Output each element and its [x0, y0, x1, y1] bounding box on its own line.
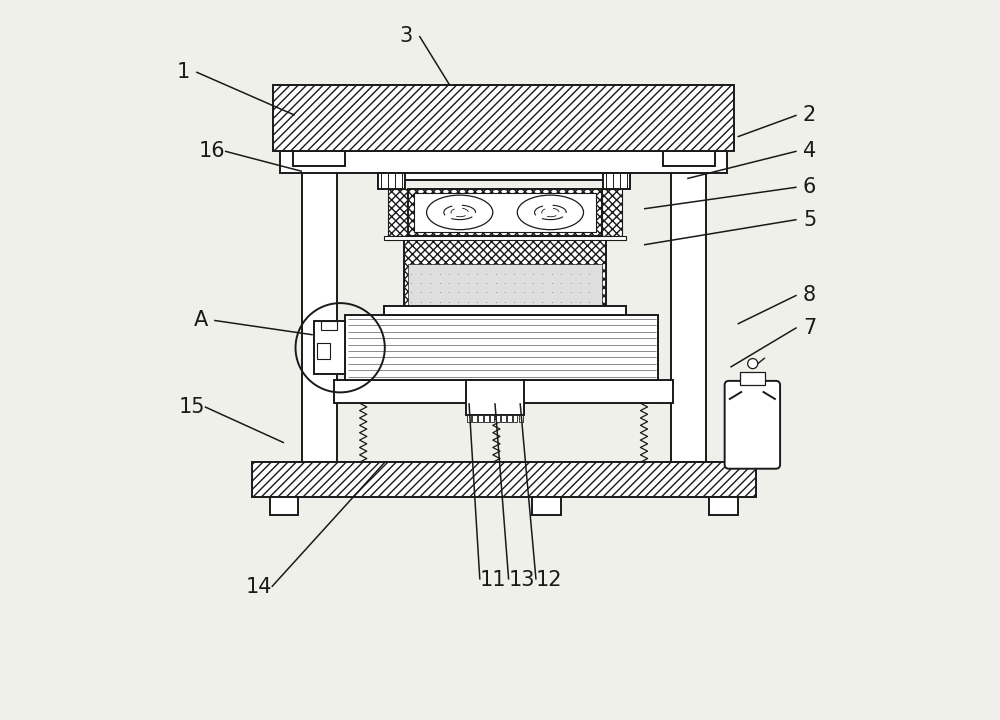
- Bar: [740, 372, 765, 385]
- Text: 7: 7: [803, 318, 816, 338]
- FancyBboxPatch shape: [725, 381, 780, 469]
- Text: 16: 16: [199, 141, 225, 161]
- Bar: [317, 343, 330, 359]
- Bar: [414, 193, 596, 232]
- Bar: [388, 189, 408, 236]
- Bar: [663, 462, 715, 475]
- Bar: [384, 236, 626, 240]
- Bar: [408, 264, 602, 305]
- Bar: [408, 189, 602, 236]
- Bar: [532, 497, 561, 515]
- Bar: [314, 321, 345, 374]
- Bar: [280, 151, 727, 173]
- Bar: [602, 189, 622, 236]
- Bar: [663, 151, 715, 166]
- Text: 3: 3: [400, 26, 413, 46]
- Bar: [293, 462, 345, 475]
- Bar: [334, 380, 673, 403]
- Bar: [501, 415, 506, 422]
- Text: 8: 8: [803, 285, 816, 305]
- Bar: [302, 151, 337, 462]
- Bar: [378, 173, 405, 189]
- Text: 15: 15: [179, 397, 205, 417]
- Bar: [507, 415, 512, 422]
- Bar: [472, 415, 477, 422]
- Bar: [603, 173, 630, 189]
- Text: 5: 5: [803, 210, 816, 230]
- Bar: [270, 497, 298, 515]
- Bar: [466, 380, 524, 415]
- Bar: [345, 315, 658, 380]
- Text: 4: 4: [803, 141, 816, 161]
- Bar: [478, 415, 483, 422]
- Text: 13: 13: [508, 570, 535, 590]
- Text: 2: 2: [803, 105, 816, 125]
- Text: 12: 12: [536, 570, 562, 590]
- Bar: [273, 85, 734, 151]
- Text: 14: 14: [246, 577, 272, 597]
- Bar: [467, 415, 471, 422]
- Ellipse shape: [427, 195, 493, 230]
- Bar: [378, 173, 630, 180]
- Bar: [293, 151, 345, 166]
- Bar: [404, 236, 606, 306]
- Text: A: A: [194, 310, 208, 330]
- Circle shape: [748, 359, 758, 369]
- Bar: [513, 415, 517, 422]
- Text: 6: 6: [803, 177, 816, 197]
- Bar: [490, 415, 494, 422]
- Ellipse shape: [517, 195, 584, 230]
- Bar: [321, 321, 337, 330]
- Bar: [709, 497, 738, 515]
- Bar: [519, 415, 523, 422]
- Bar: [484, 415, 489, 422]
- Bar: [671, 151, 706, 462]
- Text: 11: 11: [480, 570, 506, 590]
- Text: 1: 1: [177, 62, 190, 82]
- Bar: [252, 462, 756, 497]
- Bar: [384, 306, 626, 315]
- Bar: [496, 415, 500, 422]
